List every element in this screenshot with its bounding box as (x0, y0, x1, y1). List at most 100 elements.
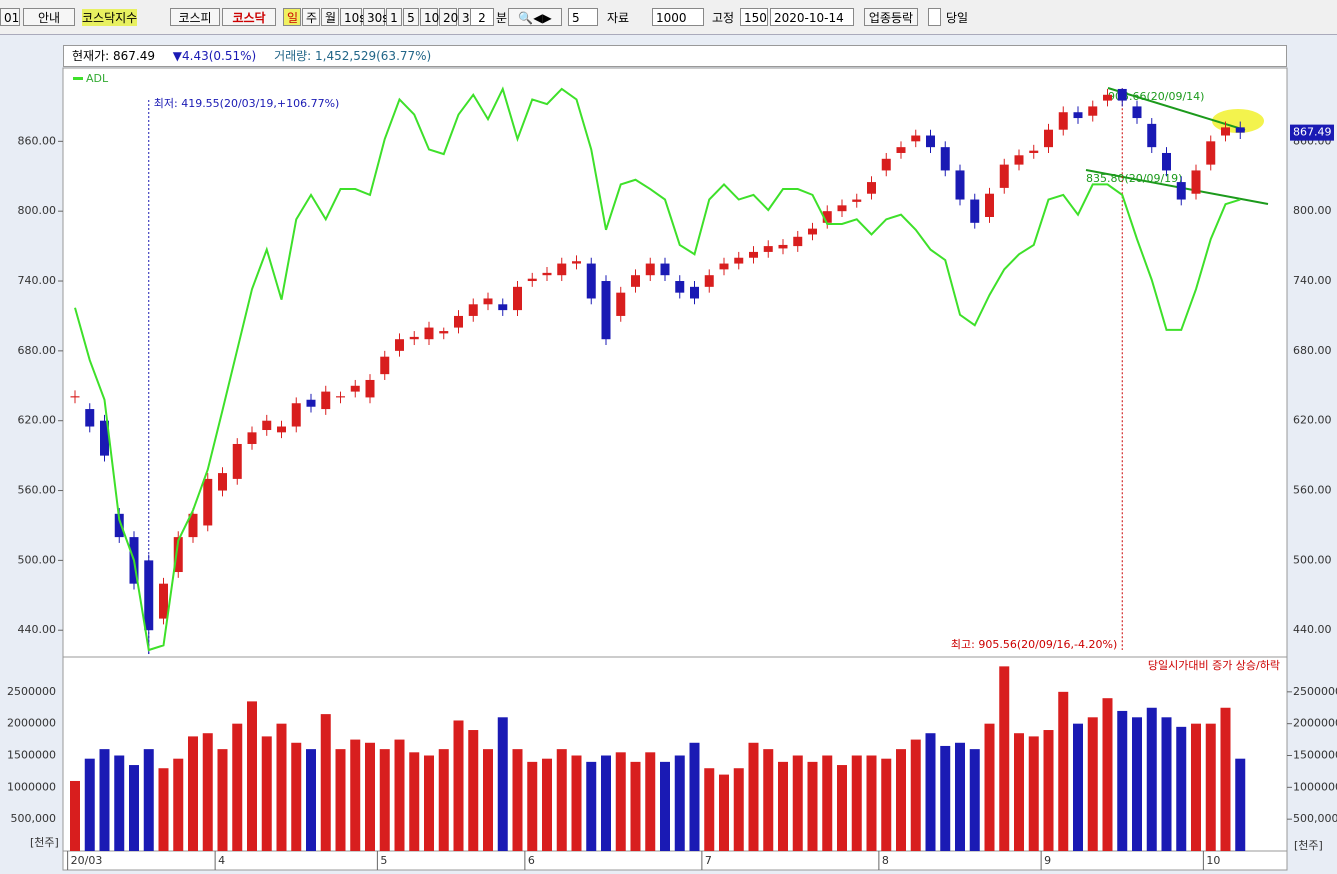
y-tick-label: 560.00 (1293, 484, 1332, 497)
price-panel (62, 67, 1288, 658)
candle-body (409, 336, 419, 340)
candle-body (188, 513, 198, 538)
y-tick-label: 740.00 (18, 274, 57, 287)
volume-bar (704, 768, 715, 851)
date-select[interactable]: 2020-10-14 (770, 8, 854, 26)
candle-body (527, 278, 537, 282)
trend-line (1107, 87, 1246, 131)
legend-label: ADL (86, 72, 109, 85)
volume-bar (719, 774, 729, 851)
checkbox[interactable] (928, 8, 941, 26)
y2-tick-label: 1500000 (7, 749, 56, 762)
volume-bar (881, 758, 892, 851)
guide-button[interactable]: 안내 (23, 8, 75, 26)
candle-body (468, 304, 478, 316)
candle-body (1073, 112, 1083, 119)
volume-unit: [천주] (1294, 838, 1323, 852)
y2-tick-label: 2000000 (1293, 717, 1337, 730)
period-button[interactable]: 10 (420, 8, 439, 26)
candle-body (232, 443, 242, 479)
volume-bar (173, 758, 184, 851)
y-tick-label: 740.00 (1293, 274, 1332, 287)
fixed-input[interactable]: 150 (740, 8, 768, 26)
volume-bar (645, 752, 656, 851)
volume-bar (483, 749, 493, 851)
x-tick-label: 10 (1206, 854, 1220, 867)
volume-bar (586, 761, 597, 851)
period-button[interactable]: 20 (439, 8, 458, 26)
volume-bar (158, 768, 169, 851)
volume-bar (1176, 726, 1187, 851)
x-tick-label: 20/03 (71, 854, 103, 867)
period-button[interactable]: 월 (321, 8, 339, 26)
volume-bar (925, 733, 936, 851)
high-label: 최고: 905.56(20/09/16,-4.20%) (951, 638, 1117, 651)
candle-body (837, 205, 847, 212)
volume-bar (866, 755, 877, 851)
candle-body (100, 420, 109, 456)
count-input[interactable]: 5 (568, 8, 598, 26)
tab[interactable]: 코스피 (170, 8, 220, 26)
x-tick-label: 4 (218, 854, 225, 867)
candle-body (1221, 127, 1230, 136)
change: ▼4.43(0.51%) (172, 49, 257, 63)
volume-bar (1073, 723, 1083, 851)
candle-body (498, 304, 508, 311)
candle-body (586, 263, 596, 299)
candle-body (365, 379, 375, 398)
volume-bar (527, 761, 538, 851)
candle-body (704, 275, 714, 287)
tab[interactable]: 코스닥 (222, 8, 276, 26)
candle-body (822, 211, 832, 223)
volume-bar (556, 749, 567, 851)
candle-body (1191, 170, 1201, 194)
volume-bar (424, 755, 434, 851)
candle-body (336, 396, 345, 398)
volume-bar (99, 749, 110, 851)
y-tick-label: 620.00 (1293, 414, 1332, 427)
volume-bar (601, 755, 611, 851)
index-name: 코스닥지수 (82, 9, 138, 26)
volume-bar (615, 752, 626, 851)
volume-bar (379, 749, 390, 851)
candle-body (985, 193, 994, 217)
candle-body (203, 478, 213, 526)
candle-body (173, 537, 183, 573)
candle-body (616, 292, 626, 316)
candle-body (926, 135, 935, 148)
period-button[interactable]: 10s (340, 8, 366, 26)
price: 현재가: 867.49 (72, 49, 155, 63)
volume-bar (1087, 717, 1098, 851)
data-select[interactable]: 1000 (652, 8, 704, 26)
y-tick-label: 860.00 (18, 134, 57, 147)
y2-tick-label: 2500000 (7, 685, 56, 698)
period-button[interactable]: 일 (283, 8, 301, 26)
y-tick-label: 440.00 (18, 623, 57, 636)
candle-body (454, 315, 463, 328)
y2-tick-label: 500,000 (11, 812, 57, 825)
volume-bar (792, 755, 803, 851)
y-tick-label: 800.00 (1293, 204, 1332, 217)
volume-bar (955, 742, 965, 851)
candle-body (601, 281, 611, 340)
x-tick-label: 6 (528, 854, 535, 867)
sector-button[interactable]: 업종등락 (864, 8, 918, 26)
volume-bar (129, 765, 139, 851)
volume-bar (394, 739, 405, 851)
period-button[interactable]: 주 (302, 8, 320, 26)
period-button[interactable]: 5 (403, 8, 419, 26)
volume-bar (217, 749, 228, 851)
x-tick-label: 5 (380, 854, 387, 867)
code[interactable]: 01 (0, 8, 20, 26)
volume-bar (571, 755, 582, 851)
candle-body (513, 286, 522, 311)
nav-buttons[interactable]: 🔍◀▶ (508, 8, 562, 26)
minute-input[interactable]: 2 (470, 8, 494, 26)
period-button[interactable]: 30s (363, 8, 389, 26)
period-button[interactable]: 1 (386, 8, 402, 26)
candle-body (380, 356, 390, 375)
today-label: 당일 (946, 11, 969, 25)
candle-body (778, 244, 788, 249)
volume-bar (984, 723, 995, 851)
volume-bar (114, 755, 125, 851)
